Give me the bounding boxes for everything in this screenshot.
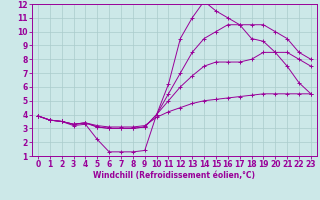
X-axis label: Windchill (Refroidissement éolien,°C): Windchill (Refroidissement éolien,°C) [93,171,255,180]
